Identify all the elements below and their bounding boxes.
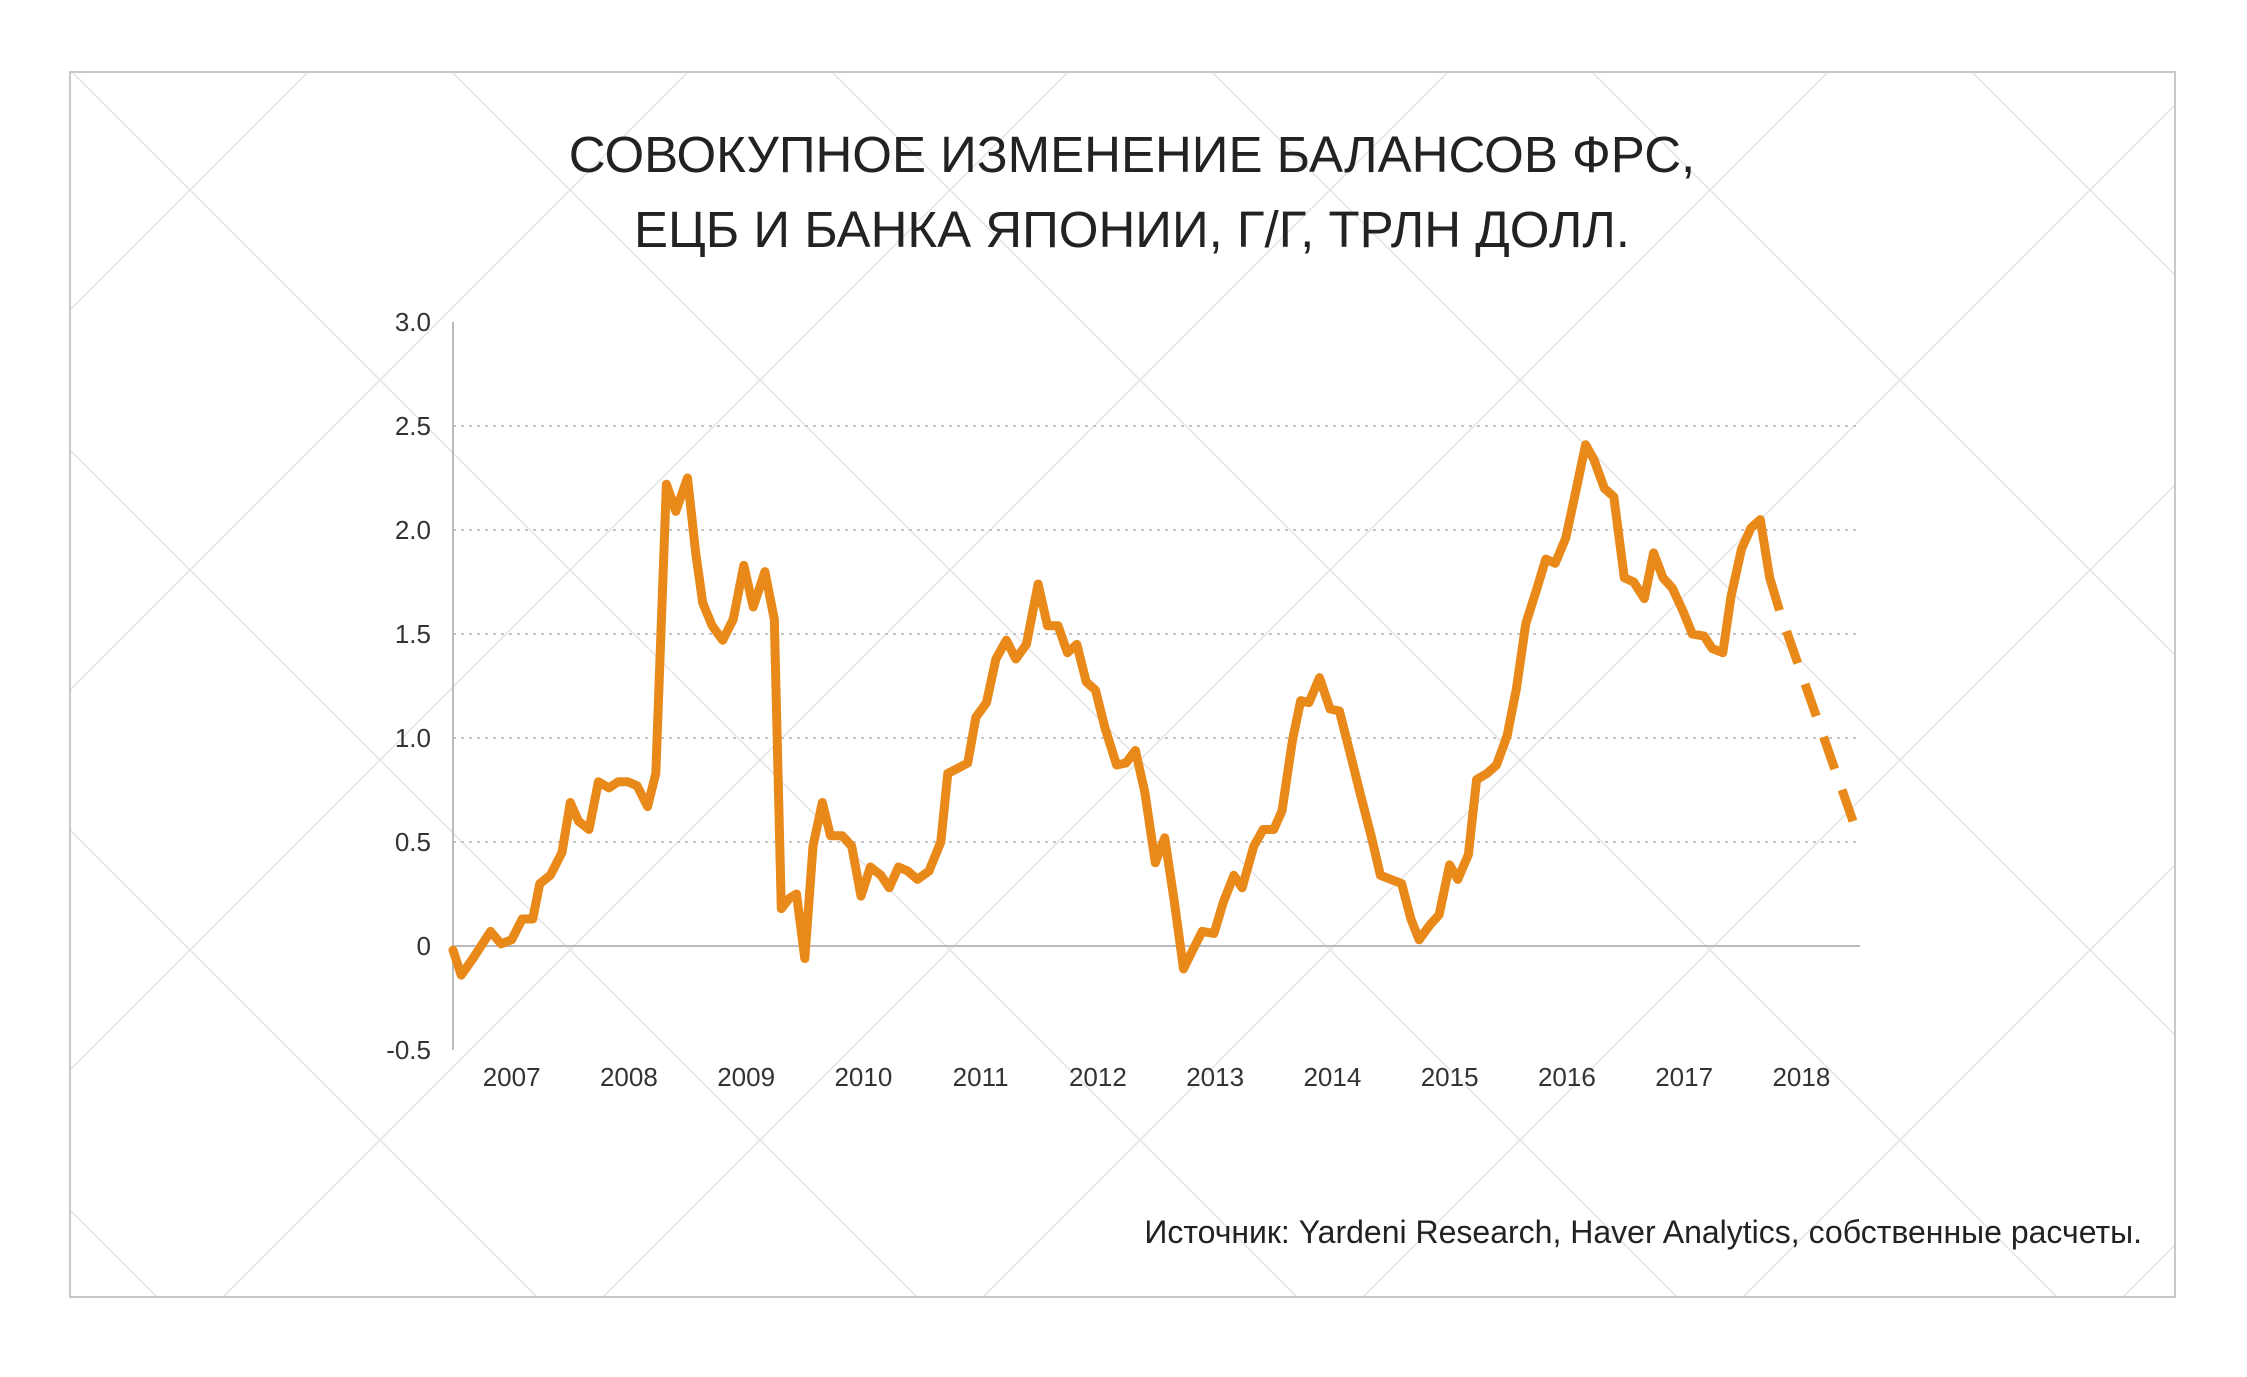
y-tick-label: 2.0 (395, 515, 431, 545)
chart-title: СОВОКУПНОЕ ИЗМЕНЕНИЕ БАЛАНСОВ ФРС, (569, 126, 1695, 183)
x-tick-label: 2017 (1655, 1062, 1713, 1092)
frame (69, 71, 2176, 1298)
x-tick-label: 2012 (1069, 1062, 1127, 1092)
x-tick-label: 2015 (1421, 1062, 1479, 1092)
x-tick-label: 2013 (1186, 1062, 1244, 1092)
y-tick-label: 0 (417, 931, 431, 961)
series-line (1765, 576, 1858, 823)
y-tick-label: 2.5 (395, 411, 431, 441)
y-tick-label: 1.5 (395, 619, 431, 649)
series-line (448, 440, 1775, 980)
x-tick-label: 2014 (1303, 1062, 1361, 1092)
chart-title: ЕЦБ И БАНКА ЯПОНИИ, Г/Г, ТРЛН ДОЛЛ. (634, 201, 1630, 258)
x-tick-label: 2008 (600, 1062, 658, 1092)
x-tick-label: 2016 (1538, 1062, 1596, 1092)
x-tick-label: 2010 (834, 1062, 892, 1092)
y-tick-label: 3.0 (395, 307, 431, 337)
x-tick-label: 2007 (483, 1062, 541, 1092)
x-tick-label: 2011 (953, 1062, 1009, 1092)
source-note: Источник: Yardeni Research, Haver Analyt… (1144, 1214, 2142, 1250)
y-tick-label: 1.0 (395, 723, 431, 753)
x-tick-label: 2009 (717, 1062, 775, 1092)
x-tick-label: 2018 (1772, 1062, 1830, 1092)
y-tick-label: 0.5 (395, 827, 431, 857)
y-tick-label: -0.5 (386, 1035, 431, 1065)
